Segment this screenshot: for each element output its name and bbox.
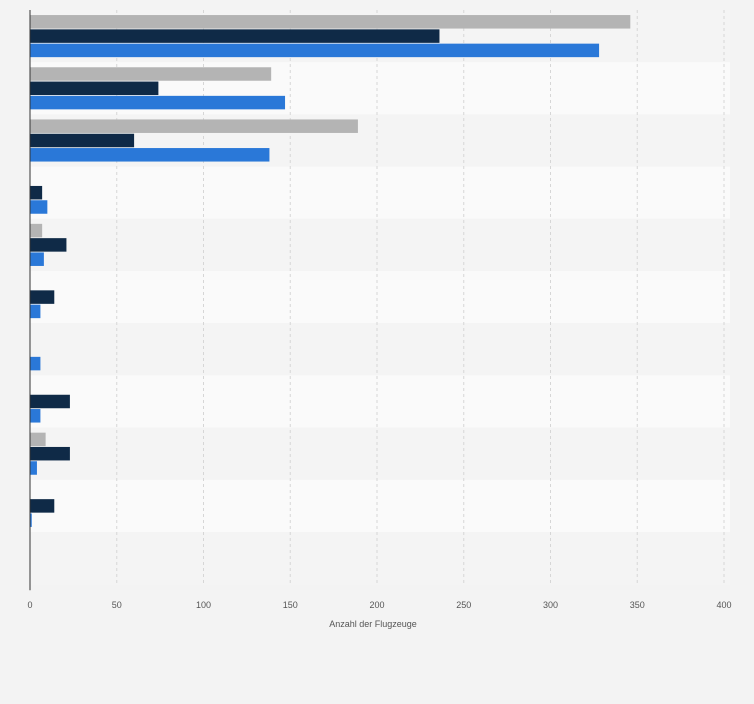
- bar: [30, 223, 43, 238]
- bar: [30, 394, 70, 409]
- bar: [30, 446, 70, 461]
- x-tick-label: 350: [630, 600, 645, 610]
- row-band: [30, 375, 730, 428]
- bar: [30, 95, 286, 110]
- bar: [30, 513, 32, 527]
- bar: [30, 252, 44, 266]
- x-tick-label: 400: [716, 600, 731, 610]
- bar: [30, 15, 631, 29]
- row-band: [30, 323, 730, 376]
- x-tick-label: 300: [543, 600, 558, 610]
- x-tick-label: 250: [456, 600, 471, 610]
- row-band: [30, 271, 730, 324]
- x-tick-label: 200: [369, 600, 384, 610]
- bar: [30, 81, 159, 96]
- x-axis-label: Anzahl der Flugzeuge: [329, 619, 417, 629]
- row-band: [30, 479, 730, 532]
- row-band: [30, 166, 730, 219]
- bar: [30, 185, 43, 200]
- row-band: [30, 532, 730, 585]
- x-tick-label: 100: [196, 600, 211, 610]
- x-tick-label: 50: [112, 600, 122, 610]
- x-tick-label: 0: [27, 600, 32, 610]
- x-tick-labels: 0 50 100 150 200 250 300 350 400: [27, 600, 731, 610]
- row-band: [30, 218, 730, 271]
- bar: [30, 409, 41, 423]
- bar: [30, 304, 41, 319]
- bar: [30, 461, 37, 475]
- bar: [30, 290, 55, 304]
- bars: [30, 15, 631, 527]
- bar: [30, 432, 46, 447]
- bar: [30, 356, 41, 371]
- bar: [30, 67, 272, 81]
- bar: [30, 200, 48, 214]
- bar: [30, 119, 358, 133]
- bar: [30, 499, 55, 513]
- bar: [30, 148, 270, 162]
- bar: [30, 133, 135, 148]
- bar: [30, 29, 440, 43]
- bar: [30, 238, 67, 252]
- x-tick-label: 150: [283, 600, 298, 610]
- row-band: [30, 427, 730, 480]
- bar: [30, 43, 600, 58]
